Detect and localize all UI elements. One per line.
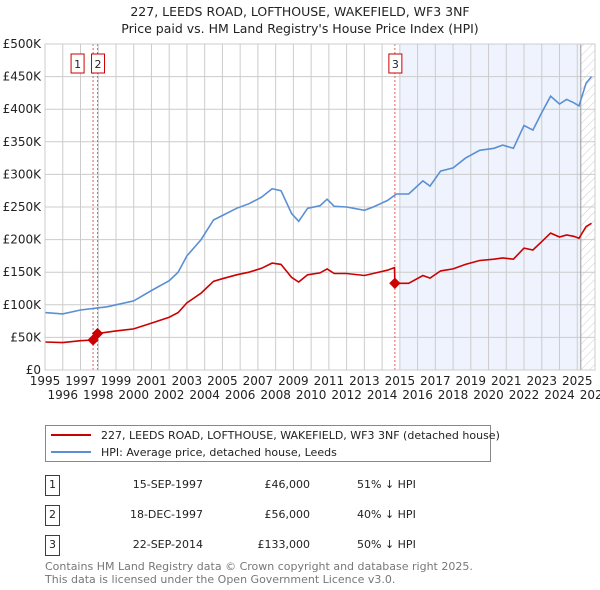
x-tick-label: 1999 [101,374,132,388]
x-tick-label: 2000 [118,388,149,402]
chart-title: 227, LEEDS ROAD, LOFTHOUSE, WAKEFIELD, W… [130,4,470,19]
transaction-marker: 1 [45,475,60,496]
x-tick-label: 2003 [172,374,203,388]
transaction-row: 2 18-DEC-1997 £56,000 40% ↓ HPI [45,505,445,526]
legend-swatch-blue [51,451,91,453]
x-tick-label: 2004 [189,388,220,402]
plot-border [44,43,596,371]
transaction-marker: 2 [45,505,60,526]
transaction-price: £133,000 [257,538,311,551]
y-tick-label: £400K [3,102,43,116]
transaction-hpi: 40% ↓ HPI [357,508,416,521]
x-tick-label: 2008 [260,388,291,402]
transaction-price: £56,000 [264,508,311,521]
y-tick-label: £350K [3,135,43,149]
sale-point [389,277,401,289]
sale-label-box [91,53,106,74]
transaction-hpi: 51% ↓ HPI [357,478,416,491]
x-tick-label: 2017 [420,374,451,388]
chart-subtitle: Price paid vs. HM Land Registry's House … [121,21,479,36]
price-chart: 1995199619971998199920002001200220032004… [3,37,600,402]
y-tick-label: £200K [3,233,43,247]
sale-label: 1 [74,58,81,71]
y-tick-label: £300K [3,167,43,181]
sale-label: 2 [95,58,102,71]
x-tick-label: 1996 [47,388,78,402]
x-tick-label: 1997 [65,374,96,388]
legend: 227, LEEDS ROAD, LOFTHOUSE, WAKEFIELD, W… [45,425,500,462]
x-tick-label: 2007 [243,374,274,388]
transaction-marker: 3 [45,535,60,556]
x-tick-label: 1998 [83,388,114,402]
x-tick-label: 2024 [544,388,575,402]
x-tick-label: 2012 [331,388,362,402]
transaction-row: 3 22-SEP-2014 £133,000 50% ↓ HPI [45,535,445,556]
x-tick-label: 2023 [527,374,558,388]
legend-label: 227, LEEDS ROAD, LOFTHOUSE, WAKEFIELD, W… [101,428,500,442]
price-paid-line [44,222,592,344]
hpi-line [44,76,593,315]
transaction-date: 18-DEC-1997 [129,508,203,521]
x-tick-label: 2025 [562,374,593,388]
transaction-hpi: 50% ↓ HPI [357,538,416,551]
legend-item-hpi: HPI: Average price, detached house, Leed… [51,444,337,460]
x-tick-label: 2021 [491,374,522,388]
x-tick-label: 2006 [225,388,256,402]
y-tick-label: £100K [3,298,43,312]
x-tick-label: 2013 [349,374,380,388]
legend-label: HPI: Average price, detached house, Leed… [101,445,337,459]
x-tick-label: 2009 [278,374,309,388]
x-tick-label: 2018 [438,388,469,402]
y-tick-label: £0 [26,363,41,377]
footer-licence: This data is licensed under the Open Gov… [45,573,396,586]
transaction-date: 22-SEP-2014 [132,538,203,551]
transaction-price: £46,000 [264,478,311,491]
x-tick-label: 2011 [314,374,345,388]
sale-label-box [70,53,85,74]
legend-swatch-red [51,434,91,436]
x-tick-label: 2020 [473,388,504,402]
legend-item-property: 227, LEEDS ROAD, LOFTHOUSE, WAKEFIELD, W… [51,427,500,443]
x-tick-label: 2026 [580,388,600,402]
y-tick-label: £500K [3,37,43,51]
y-tick-label: £450K [3,70,43,84]
x-tick-label: 2001 [136,374,167,388]
x-tick-label: 2002 [154,388,185,402]
y-tick-label: £150K [3,265,43,279]
x-tick-label: 2022 [509,388,540,402]
x-tick-label: 2005 [207,374,238,388]
x-tick-label: 1995 [30,374,61,388]
x-tick-label: 2014 [367,388,398,402]
x-tick-label: 2016 [402,388,433,402]
transaction-row: 1 15-SEP-1997 £46,000 51% ↓ HPI [45,475,445,496]
footer-copyright: Contains HM Land Registry data © Crown c… [45,560,473,573]
y-tick-label: £250K [3,200,43,214]
x-tick-label: 2015 [385,374,416,388]
transaction-date: 15-SEP-1997 [132,478,203,491]
x-tick-label: 2010 [296,388,327,402]
y-tick-label: £50K [10,330,42,344]
x-tick-label: 2019 [456,374,487,388]
sale-label: 3 [392,58,399,71]
sale-label-box [388,53,403,74]
